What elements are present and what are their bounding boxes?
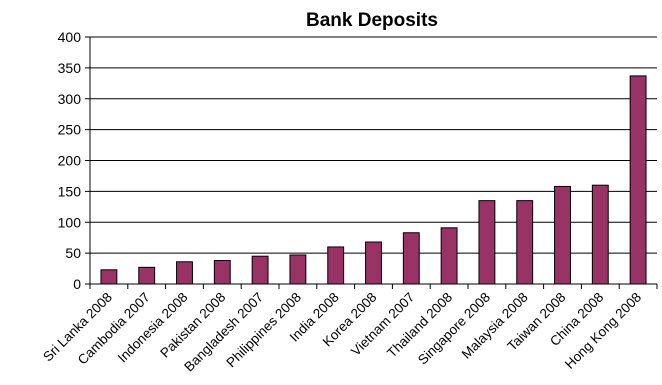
x-tick-label: Malaysia 2008 xyxy=(459,290,531,362)
bar xyxy=(289,254,307,285)
gridlines xyxy=(90,36,657,254)
y-tick-label: 400 xyxy=(58,29,82,45)
bar xyxy=(629,75,647,285)
y-tick-label: 200 xyxy=(58,153,82,169)
y-tick-label: 300 xyxy=(58,91,82,107)
y-tick-label: 50 xyxy=(65,245,81,261)
bar xyxy=(554,185,571,285)
bar xyxy=(478,200,496,285)
chart-title: Bank Deposits xyxy=(306,10,438,31)
bar xyxy=(213,260,231,285)
bar xyxy=(591,184,609,285)
axes xyxy=(85,36,658,289)
bar xyxy=(402,232,420,285)
y-tick-label: 100 xyxy=(58,214,82,230)
bar xyxy=(440,227,458,285)
bar xyxy=(365,241,382,285)
y-tick-label: 0 xyxy=(73,276,81,292)
bar xyxy=(251,255,269,285)
bar xyxy=(516,200,534,285)
bar xyxy=(176,261,193,285)
y-tick-label: 250 xyxy=(58,122,82,138)
y-tick-label: 150 xyxy=(58,183,82,199)
bar xyxy=(100,269,118,285)
y-tick-labels: 0 50 100 150 200 250 300 350 400 xyxy=(58,29,82,292)
y-tick-label: 350 xyxy=(58,60,82,76)
bar xyxy=(138,266,156,285)
bar xyxy=(327,246,345,285)
